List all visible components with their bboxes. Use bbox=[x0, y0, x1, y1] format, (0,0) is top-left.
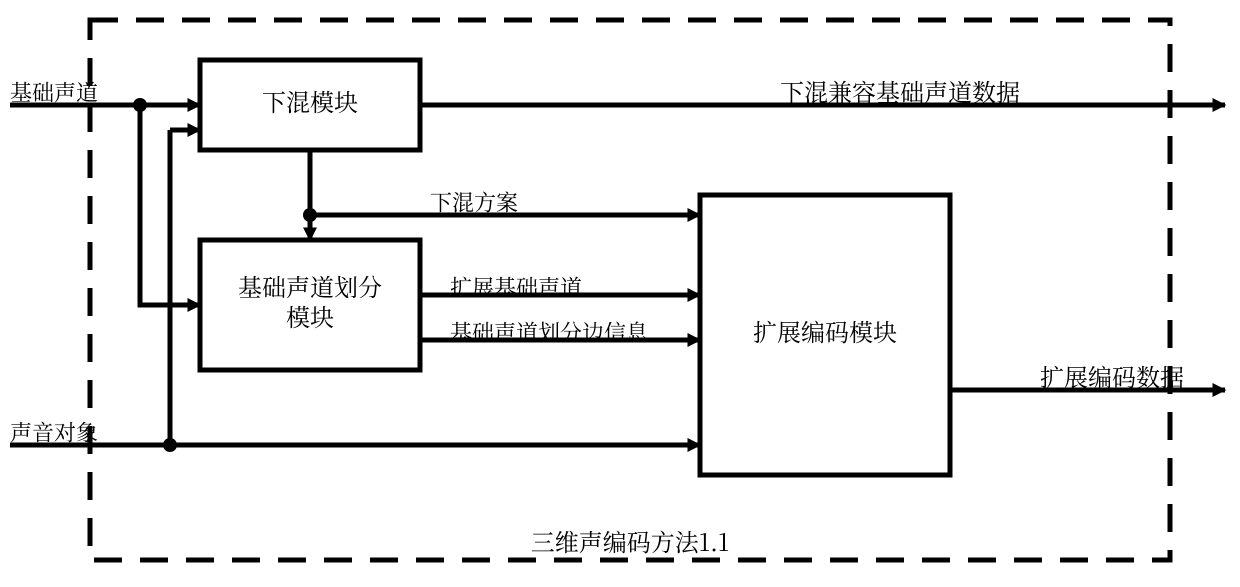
node-extEncode: 扩展编码模块 bbox=[700, 195, 950, 475]
junction-dot-1 bbox=[303, 208, 317, 222]
junction-dot-0 bbox=[133, 98, 147, 112]
edges bbox=[10, 105, 1225, 445]
label-midScheme: 下混方案 bbox=[430, 187, 518, 218]
junction-dot-2 bbox=[163, 438, 177, 452]
label-midExtCh: 扩展基础声道 bbox=[450, 272, 582, 303]
node-partition: 基础声道划分模块 bbox=[200, 240, 420, 370]
label-outSide: 扩展编码数据 bbox=[1040, 358, 1184, 393]
label-caption: 三维声编码方法1.1 bbox=[531, 523, 729, 558]
label-midEdge: 基础声道划分边信息 bbox=[450, 317, 649, 348]
label-inObject: 声音对象 bbox=[10, 417, 98, 448]
node-label-downmix: 下混模块 bbox=[262, 83, 358, 118]
node-label-extEncode: 扩展编码模块 bbox=[753, 313, 897, 348]
label-outTop: 下混兼容基础声道数据 bbox=[780, 73, 1020, 108]
node-downmix: 下混模块 bbox=[200, 60, 420, 150]
label-inBasic: 基础声道 bbox=[10, 77, 98, 108]
